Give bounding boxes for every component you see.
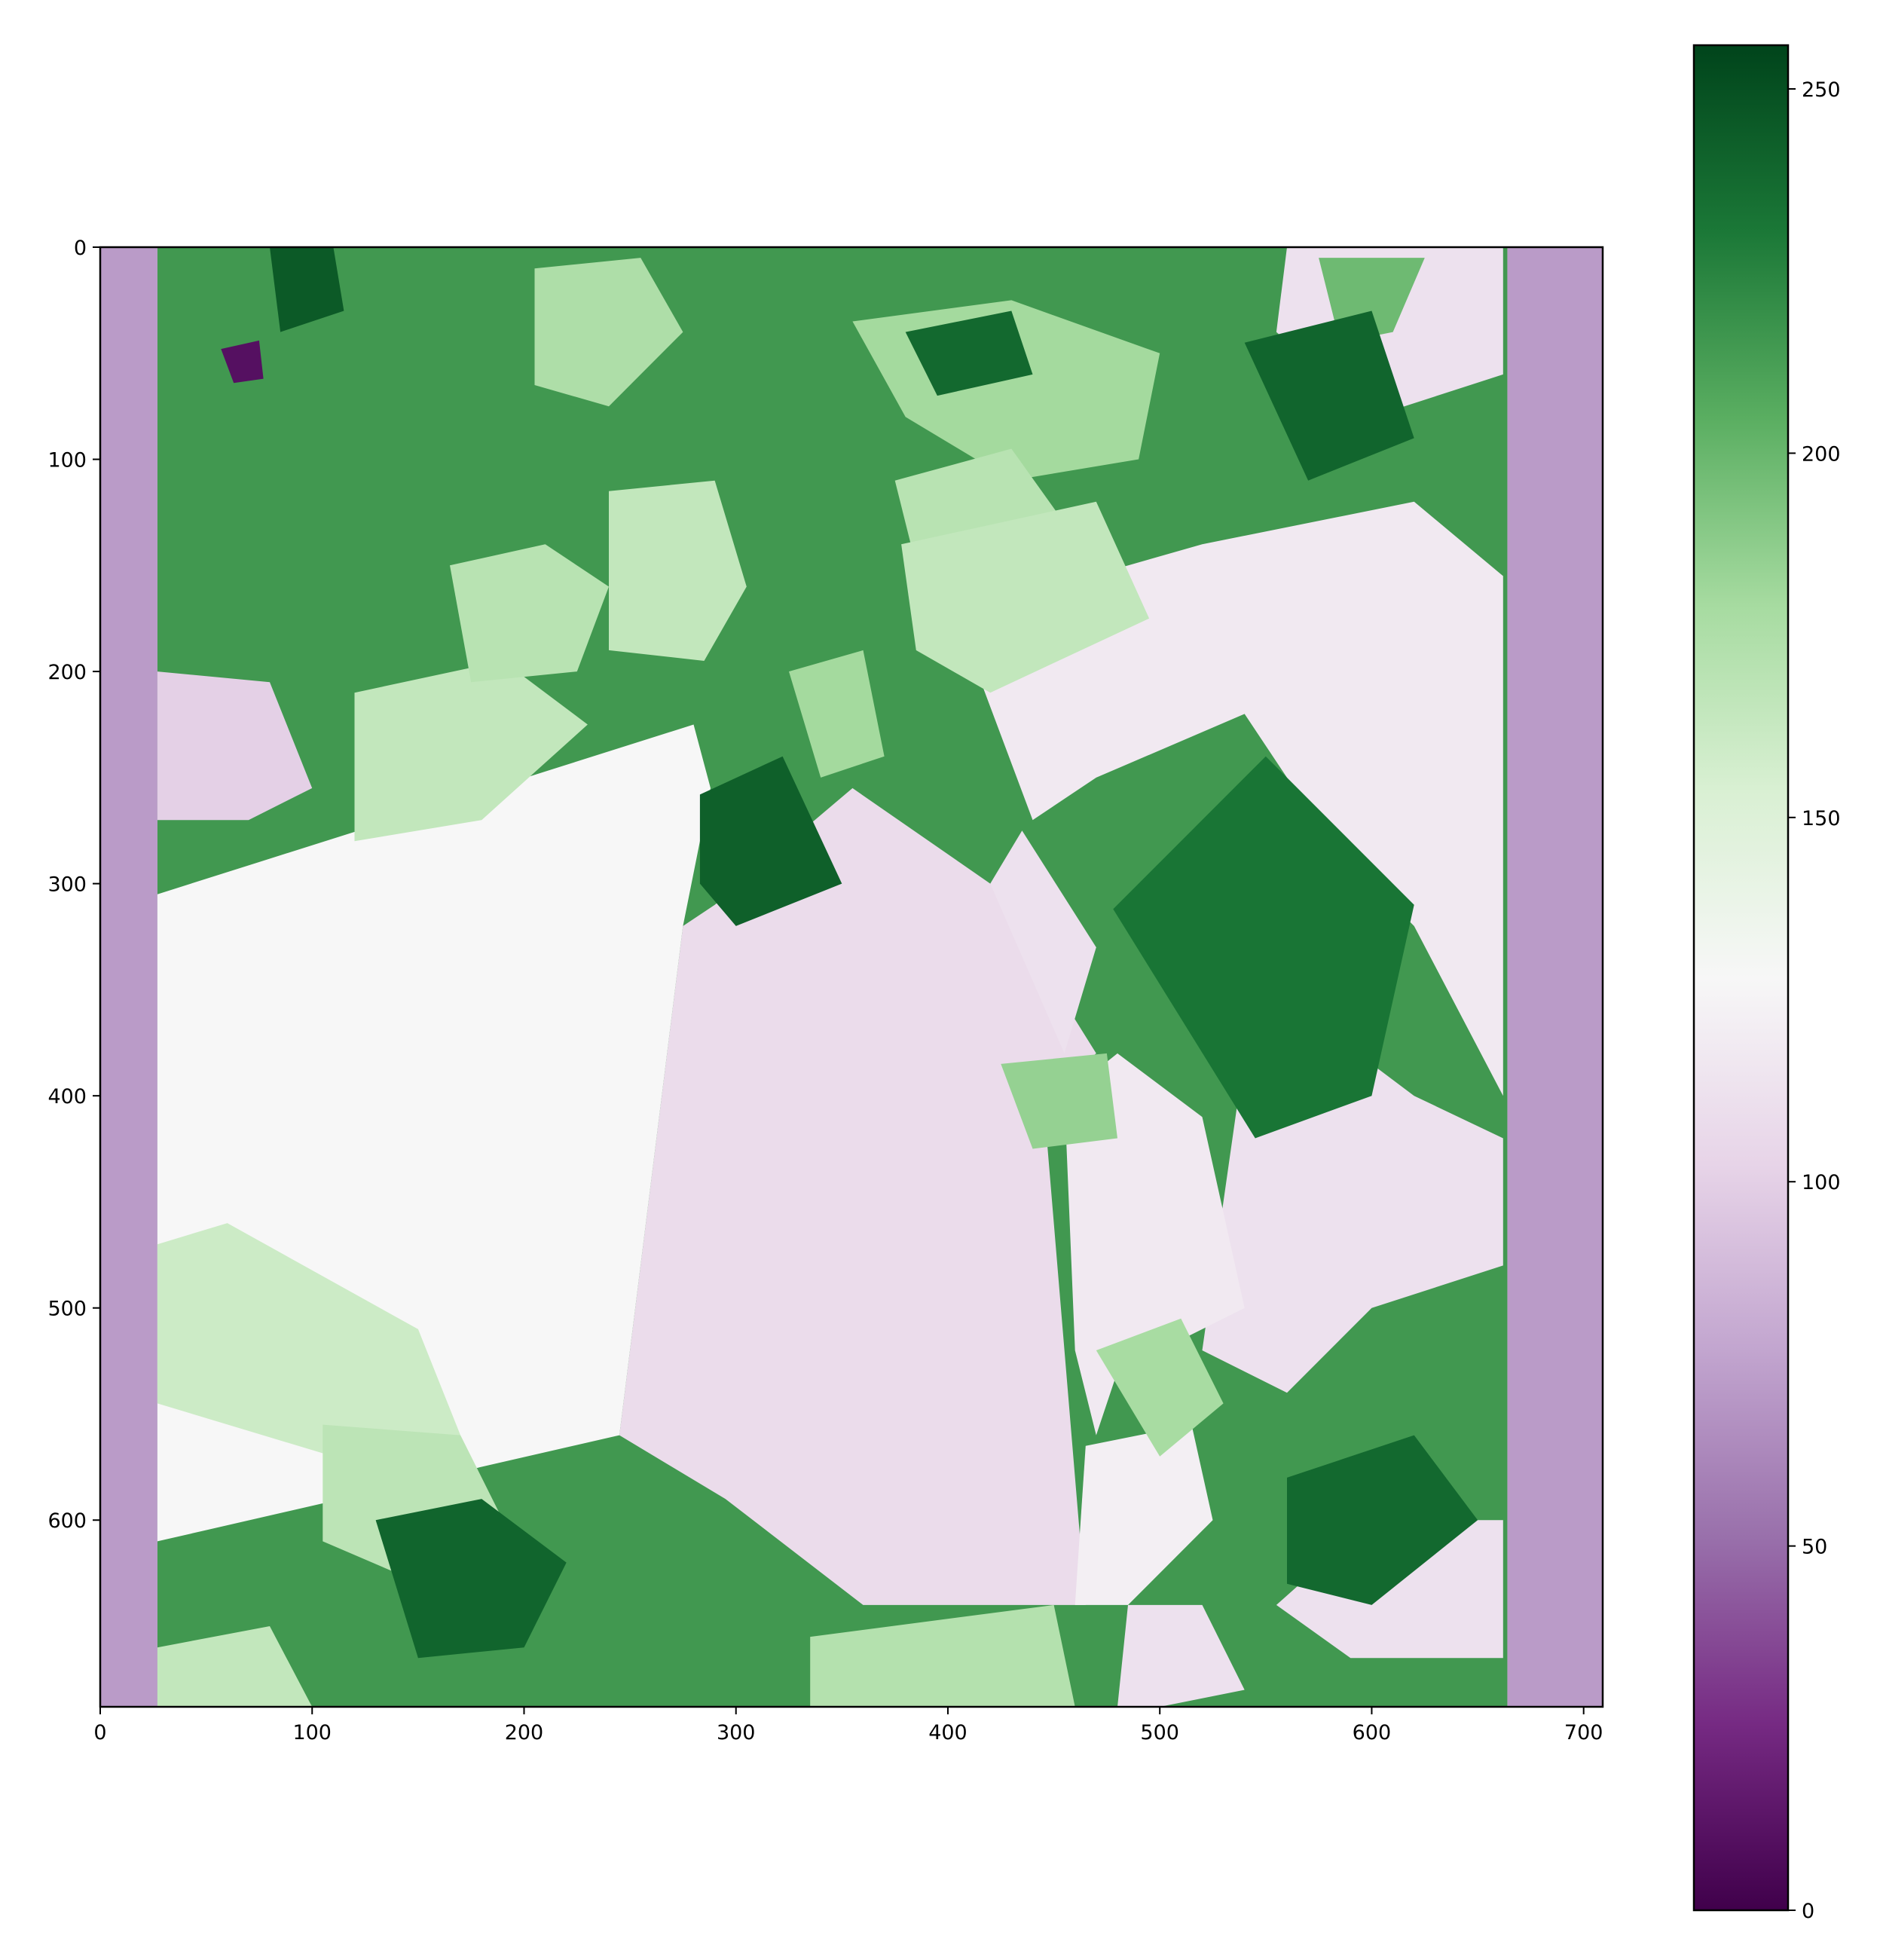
heatmap-region [609, 480, 747, 661]
heatmap-region [810, 1604, 1075, 1707]
heatmap-region [157, 1223, 461, 1457]
heatmap-region [1113, 756, 1414, 1139]
plot-frame [99, 246, 1604, 1708]
heatmap-region [375, 1499, 567, 1659]
heatmap-region [534, 258, 683, 407]
heatmap-region [1117, 1604, 1245, 1707]
x-tick-label: 600 [1353, 1721, 1392, 1744]
colorbar-tick-label: 0 [1802, 1900, 1814, 1923]
colorbar [1692, 44, 1790, 1912]
y-tick-label: 500 [47, 1298, 87, 1321]
heatmap-region [221, 340, 264, 384]
heatmap-region [901, 501, 1150, 693]
x-tick-label: 400 [928, 1721, 968, 1744]
x-tick-label: 300 [717, 1721, 756, 1744]
heatmap-region [619, 787, 1096, 1605]
y-tick-label: 200 [47, 661, 87, 684]
y-tick-label: 100 [47, 449, 87, 472]
heatmap-region [1001, 1053, 1117, 1149]
heatmap-region [270, 247, 344, 332]
y-axis: 0 100 200 300 400 500 600 [47, 237, 100, 1533]
heatmap-region [1096, 1318, 1224, 1457]
heatmap-region [1075, 1424, 1213, 1605]
heatmap-region [1064, 1053, 1245, 1436]
heatmap-region [699, 756, 842, 926]
x-tick-label: 700 [1564, 1721, 1603, 1744]
heatmap-image [100, 247, 1603, 1707]
x-tick-label: 200 [505, 1721, 544, 1744]
heatmap-region [157, 1626, 313, 1707]
heatmap-padding-left [100, 247, 157, 1707]
heatmap-region [1244, 310, 1414, 481]
heatmap-region [450, 544, 609, 683]
heatmap-region [789, 650, 885, 778]
y-tick-label: 400 [47, 1085, 87, 1108]
colorbar-axis: 0 50 100 150 200 250 [1788, 78, 1841, 1923]
colorbar-tick-label: 200 [1802, 442, 1841, 466]
x-axis: 0 100 200 300 400 500 600 700 [93, 1707, 1603, 1744]
colorbar-tick-label: 150 [1802, 807, 1841, 830]
x-tick-label: 0 [93, 1721, 106, 1744]
colorbar-tick-label: 50 [1802, 1536, 1827, 1559]
x-tick-label: 500 [1140, 1721, 1179, 1744]
heatmap-region [905, 310, 1033, 396]
heatmap-region [969, 501, 1503, 1096]
y-tick-label: 600 [47, 1509, 87, 1533]
heatmap-region [157, 671, 313, 821]
heatmap-region [1287, 1435, 1478, 1605]
colorbar-tick-label: 100 [1802, 1171, 1841, 1194]
heatmap-region [990, 830, 1096, 1053]
x-tick-label: 100 [292, 1721, 332, 1744]
y-tick-label: 300 [47, 873, 87, 897]
colorbar-tick-label: 250 [1802, 78, 1841, 102]
heatmap-padding-right [1507, 247, 1603, 1707]
y-tick-label: 0 [74, 237, 87, 260]
heatmap-region [354, 661, 588, 842]
